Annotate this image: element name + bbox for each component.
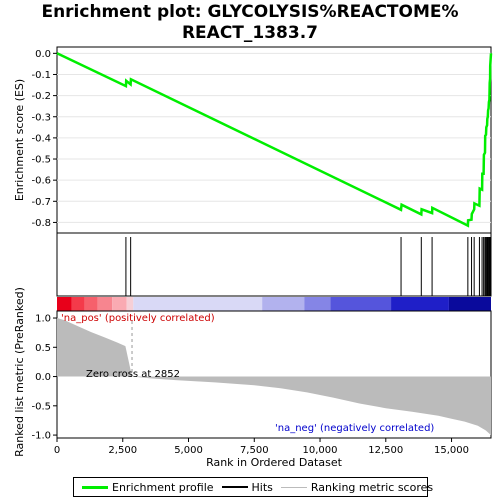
metric-y-tick-label: -1.0 bbox=[31, 431, 51, 442]
x-axis-label: Rank in Ordered Dataset bbox=[206, 456, 343, 469]
colorbar-segment bbox=[112, 297, 127, 311]
metric-y-tick-label: 1.0 bbox=[35, 314, 51, 325]
es-panel: 0.0 -0.1 -0.2 -0.3 -0.4 -0.5 -0.6 -0.7 -0.8 bbox=[31, 46, 493, 234]
es-y-tick-label: -0.5 bbox=[31, 155, 51, 166]
legend-item-hits: Hits bbox=[221, 480, 273, 494]
colorbar-segment bbox=[262, 297, 305, 311]
hits-panel-frame bbox=[56, 232, 492, 297]
ranking-metric-area bbox=[57, 318, 491, 436]
legend-swatch-metric bbox=[280, 486, 307, 488]
metric-y-axis-label: Ranked list metric (PreRanked) bbox=[13, 287, 26, 457]
x-tick-label: 5,000 bbox=[174, 445, 203, 456]
colorbar-segment bbox=[391, 297, 449, 311]
metric-y-tick-label: 0.5 bbox=[35, 343, 51, 354]
es-y-tick-label: -0.3 bbox=[31, 112, 51, 123]
rank-colorbar bbox=[57, 297, 491, 311]
legend-label-hits: Hits bbox=[251, 480, 273, 494]
colorbar-segment bbox=[133, 297, 263, 311]
metric-y-tick-label: -0.5 bbox=[31, 401, 51, 412]
legend-item-metric: Ranking metric scores bbox=[280, 480, 434, 494]
es-y-tick-label: -0.2 bbox=[31, 91, 51, 102]
colorbar-segment bbox=[304, 297, 331, 311]
x-tick-label: 7,500 bbox=[240, 445, 269, 456]
legend-swatch-hits bbox=[221, 486, 248, 488]
chart-title-line1: Enrichment plot: GLYCOLYSIS%REACTOME% bbox=[41, 2, 459, 22]
x-tick-label: 15,000 bbox=[434, 445, 469, 456]
colorbar-segment bbox=[71, 297, 85, 311]
legend: Enrichment profile Hits Ranking metric s… bbox=[73, 477, 433, 497]
metric-y-tick-label: 0.0 bbox=[35, 372, 51, 383]
x-tick-label: 12,500 bbox=[368, 445, 403, 456]
colorbar-segment bbox=[448, 297, 491, 311]
x-tick-label: 10,000 bbox=[303, 445, 338, 456]
chart-title-line2: REACT_1383.7 bbox=[181, 23, 319, 43]
es-y-tick-label: -0.6 bbox=[31, 176, 51, 187]
positive-correlation-label: 'na_pos' (positively correlated) bbox=[61, 313, 215, 324]
es-y-tick-label: 0.0 bbox=[35, 49, 51, 60]
metric-panel: 1.0 0.5 0.0 -0.5 -1.0 0 2,500 5,000 7,500 10,000… bbox=[31, 310, 492, 456]
es-y-tick-label: -0.8 bbox=[31, 218, 51, 229]
colorbar-segment bbox=[84, 297, 98, 311]
legend-label-metric: Ranking metric scores bbox=[310, 480, 434, 494]
es-y-tick-label: -0.4 bbox=[31, 133, 51, 144]
legend-label-enrichment: Enrichment profile bbox=[112, 480, 214, 494]
es-y-tick-label: -0.7 bbox=[31, 197, 51, 208]
chart-title: Enrichment plot: GLYCOLYSIS%REACTOME% RE… bbox=[0, 2, 500, 44]
x-tick-label: 2,500 bbox=[108, 445, 137, 456]
legend-swatch-enrichment bbox=[82, 485, 108, 489]
hits-panel bbox=[56, 232, 492, 297]
x-tick-label: 0 bbox=[54, 445, 60, 456]
es-y-axis-label: Enrichment score (ES) bbox=[13, 79, 26, 201]
colorbar-segment bbox=[97, 297, 113, 311]
colorbar-segment bbox=[126, 297, 134, 311]
colorbar-segment bbox=[57, 297, 72, 311]
legend-item-enrichment: Enrichment profile bbox=[82, 481, 214, 494]
es-panel-frame bbox=[56, 46, 492, 234]
es-profile-line bbox=[56, 52, 493, 228]
es-y-tick-label: -0.1 bbox=[31, 70, 51, 81]
colorbar-segment bbox=[330, 297, 392, 311]
zero-cross-label: Zero cross at 2852 bbox=[86, 369, 180, 380]
negative-correlation-label: 'na_neg' (negatively correlated) bbox=[275, 423, 434, 434]
